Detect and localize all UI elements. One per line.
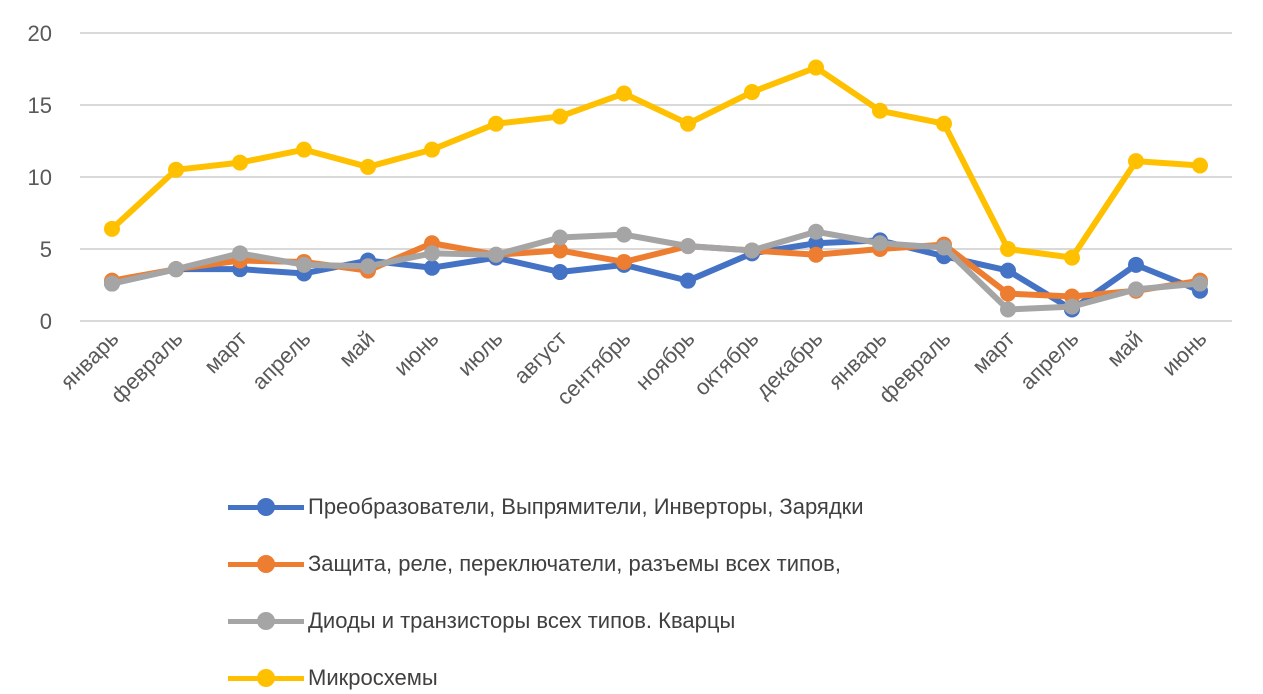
legend-item: Преобразователи, Выпрямители, Инверторы,… (228, 478, 864, 535)
y-tick-label: 15 (28, 93, 52, 118)
data-point (1000, 262, 1016, 279)
x-tick-label: июнь (1157, 326, 1212, 381)
data-point (1064, 249, 1080, 266)
data-point (360, 158, 376, 175)
x-tick-label: июль (453, 326, 508, 381)
data-point (872, 102, 888, 119)
data-point (808, 246, 824, 263)
data-point (168, 261, 184, 278)
data-point (872, 235, 888, 252)
y-tick-label: 20 (28, 21, 52, 46)
data-point (552, 264, 568, 281)
data-point (424, 141, 440, 158)
data-point (424, 259, 440, 276)
data-point (808, 235, 824, 252)
data-point (552, 242, 568, 259)
legend-label: Защита, реле, переключатели, разъемы все… (308, 550, 841, 576)
data-point (296, 141, 312, 158)
series-line (111, 237, 1202, 313)
legend-label: Диоды и транзисторы всех типов. Кварцы (308, 607, 736, 633)
legend-marker-icon (228, 554, 304, 574)
data-point (680, 238, 696, 255)
data-point (680, 115, 696, 132)
x-tick-label: ноябрь (631, 326, 700, 395)
x-tick-label: апрель (247, 326, 316, 395)
data-point (744, 84, 760, 101)
legend-label: Преобразователи, Выпрямители, Инверторы,… (308, 493, 864, 519)
x-tick-label: декабрь (751, 326, 828, 403)
data-point (488, 115, 504, 132)
y-tick-label: 5 (40, 237, 52, 262)
data-point (104, 220, 120, 237)
data-point (488, 246, 504, 263)
data-point (616, 85, 632, 102)
x-tick-label: май (1102, 326, 1148, 372)
x-tick-label: август (509, 326, 572, 389)
data-point (1000, 301, 1016, 318)
data-point (360, 258, 376, 275)
data-point (1000, 285, 1016, 302)
legend-marker-icon (228, 497, 304, 517)
data-point (808, 59, 824, 76)
data-point (424, 245, 440, 262)
data-point (744, 242, 760, 259)
y-tick-label: 10 (28, 165, 52, 190)
data-point (168, 161, 184, 178)
x-tick-label: март (967, 326, 1019, 378)
data-point (680, 272, 696, 289)
data-point (936, 239, 952, 256)
data-point (296, 256, 312, 273)
data-point (552, 108, 568, 125)
data-point (1128, 153, 1144, 170)
legend-marker-icon (228, 611, 304, 631)
data-point (808, 223, 824, 240)
x-tick-label: июнь (389, 326, 444, 381)
data-point (1128, 256, 1144, 273)
series-line (109, 64, 1201, 261)
x-tick-label: октябрь (689, 326, 764, 401)
data-point (936, 115, 952, 132)
legend-item: Микросхемы (228, 649, 864, 694)
legend-item: Диоды и транзисторы всех типов. Кварцы (228, 592, 864, 649)
series-line (111, 228, 1201, 313)
legend-label: Микросхемы (308, 664, 438, 690)
legend-item: Защита, реле, переключатели, разъемы все… (228, 535, 864, 592)
data-point (616, 226, 632, 243)
x-tick-label: март (199, 326, 251, 378)
data-point (1192, 157, 1208, 174)
data-point (552, 229, 568, 246)
y-tick-label: 0 (40, 309, 52, 334)
data-point (232, 245, 248, 262)
data-point (1064, 298, 1080, 315)
legend: Преобразователи, Выпрямители, Инверторы,… (228, 478, 864, 694)
data-point (1192, 275, 1208, 292)
data-point (104, 275, 120, 292)
data-point (1128, 281, 1144, 298)
legend-marker-icon (228, 668, 304, 688)
data-point (232, 154, 248, 171)
data-point (616, 253, 632, 270)
x-tick-label: май (334, 326, 380, 372)
data-point (1000, 241, 1016, 257)
x-tick-label: апрель (1015, 326, 1084, 395)
